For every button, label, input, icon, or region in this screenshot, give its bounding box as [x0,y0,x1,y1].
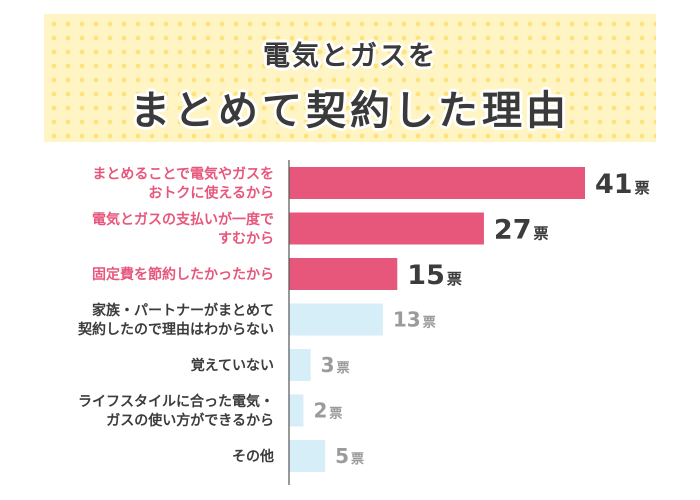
value-number-0: 41 [595,169,633,200]
value-unit-3: 票 [423,315,436,331]
value-number-1: 27 [494,215,532,246]
title-line-2: まとめて契約した理由 [130,88,570,134]
value-number-4: 3 [321,353,335,377]
bar-4 [289,349,311,381]
bar-1 [289,212,484,245]
bar-5 [289,394,304,427]
title-banner [44,14,656,142]
category-label-3: 家族・パートナーがまとめて契約したので理由はわからない [77,302,274,338]
category-label-2-line-0: 固定費を節約したかったから [92,266,274,283]
value-number-3: 13 [393,308,421,332]
value-label-2: 15 票 [407,260,462,291]
category-label-5-line-0: ライフスタイルに合った電気・ [78,393,274,410]
value-number-2: 15 [407,260,445,291]
category-label-4-line-0: 覚えていない [191,357,274,374]
value-unit-6: 票 [351,451,364,467]
value-unit-5: 票 [329,406,342,422]
category-label-4: 覚えていない [191,357,274,374]
value-unit-4: 票 [337,360,350,376]
title-line-1: 電気とガスを [263,41,437,72]
bar-0 [289,167,585,199]
value-unit-2: 票 [447,270,462,288]
category-label-5-line-1: ガスの使い方ができるから [106,412,274,429]
value-label-0: 41 票 [595,169,650,200]
bar-2 [289,258,398,290]
bar-6 [289,440,326,472]
value-unit-1: 票 [534,225,549,243]
category-label-3-line-0: 家族・パートナーがまとめて [92,302,274,319]
category-label-0: まとめることで電気やガスをおトクに使えるから [92,166,274,202]
category-label-5: ライフスタイルに合った電気・ガスの使い方ができるから [78,393,274,429]
category-label-1-line-0: 電気とガスの支払いが一度で [92,211,274,228]
value-unit-0: 票 [635,179,650,197]
category-label-0-line-1: おトクに使えるから [148,185,274,202]
value-label-3: 13 票 [393,308,436,332]
category-label-1-line-1: すむから [218,231,274,247]
value-number-6: 5 [335,444,349,468]
category-label-6-line-0: その他 [232,448,274,465]
category-label-2: 固定費を節約したかったから [92,266,274,283]
category-label-3-line-1: 契約したので理由はわからない [77,321,274,338]
value-number-5: 2 [313,399,327,423]
category-label-0-line-0: まとめることで電気やガスを [92,166,274,183]
category-label-1: 電気とガスの支払いが一度ですむから [92,211,274,247]
bar-3 [289,303,383,336]
value-label-1: 27 票 [494,215,549,246]
category-label-6: その他 [232,448,274,465]
